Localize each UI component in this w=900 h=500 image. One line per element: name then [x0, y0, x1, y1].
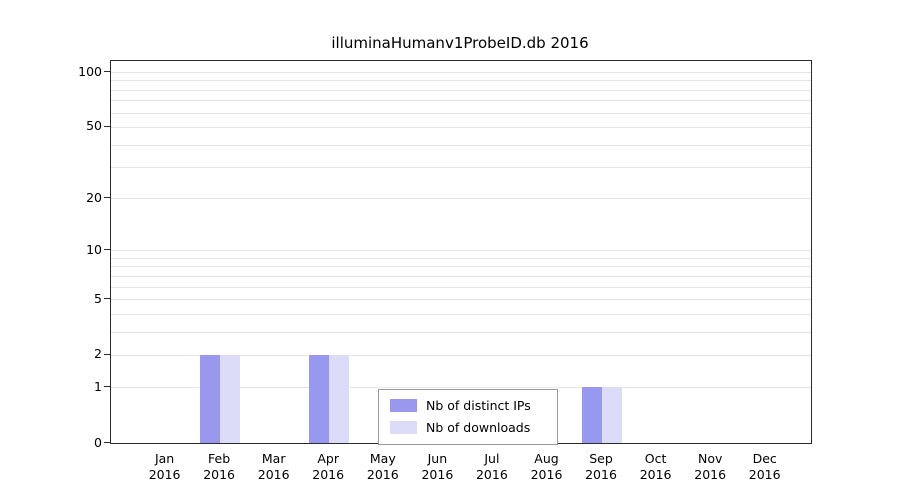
- bar-downloads-sep: [602, 387, 622, 443]
- bar-distinct-ips-apr: [309, 354, 330, 443]
- y-tick-label-5: 5: [94, 290, 102, 306]
- x-tick-label-nov: Nov 2016: [694, 451, 727, 482]
- y-tick-label-10: 10: [86, 241, 102, 257]
- legend-swatch-distinct-ips: [390, 399, 417, 412]
- x-tick-label-sep: Sep 2016: [585, 451, 617, 482]
- y-tick-label-20: 20: [86, 189, 102, 205]
- gridline: [111, 354, 811, 356]
- x-tick-label-jan: Jan 2016: [148, 451, 181, 482]
- gridline: [111, 72, 811, 73]
- x-tick-label-may: May 2016: [366, 451, 399, 482]
- gridline: [111, 112, 811, 114]
- gridline: [111, 313, 811, 315]
- y-tick-mark-50: [104, 125, 110, 127]
- x-tick-label-oct: Oct 2016: [639, 451, 672, 482]
- gridline: [111, 250, 811, 252]
- y-tick-mark-0: [104, 442, 110, 443]
- gridline: [111, 89, 811, 91]
- y-tick-mark-100: [104, 71, 110, 72]
- x-tick-label-mar: Mar 2016: [257, 451, 290, 482]
- x-tick-label-jul: Jul 2016: [475, 451, 508, 482]
- legend-item-distinct-ips: Nb of distinct IPs: [390, 398, 546, 413]
- gridline: [111, 331, 811, 333]
- bar-downloads-feb: [220, 354, 241, 443]
- gridline: [111, 126, 811, 128]
- legend-swatch-downloads: [390, 421, 417, 434]
- plot-area: Nb of distinct IPs Nb of downloads: [110, 60, 812, 445]
- x-tick-label-aug: Aug 2016: [530, 451, 563, 482]
- y-tick-mark-1: [104, 386, 110, 388]
- gridline: [111, 166, 811, 168]
- x-tick-label-apr: Apr 2016: [312, 451, 345, 482]
- gridline: [111, 266, 811, 268]
- y-tick-mark-20: [104, 197, 110, 199]
- legend: Nb of distinct IPs Nb of downloads: [378, 389, 558, 445]
- chart-title: illuminaHumanv1ProbeID.db 2016: [331, 34, 589, 52]
- gridline: [111, 286, 811, 288]
- x-tick-label-jun: Jun 2016: [421, 451, 454, 482]
- gridline: [111, 275, 811, 277]
- x-tick-label-feb: Feb 2016: [203, 451, 235, 482]
- gridline: [111, 100, 811, 102]
- gridline: [111, 144, 811, 146]
- legend-item-downloads: Nb of downloads: [390, 420, 546, 435]
- y-tick-mark-2: [104, 353, 110, 355]
- gridline: [111, 80, 811, 82]
- legend-label-downloads: Nb of downloads: [426, 420, 531, 435]
- gridline: [111, 257, 811, 259]
- gridline: [111, 198, 811, 200]
- y-tick-label-1: 1: [94, 378, 102, 394]
- y-tick-mark-5: [104, 298, 110, 299]
- bar-distinct-ips-sep: [582, 387, 602, 443]
- y-tick-label-50: 50: [86, 118, 102, 134]
- bar-distinct-ips-feb: [200, 354, 221, 443]
- y-tick-label-0: 0: [94, 434, 102, 450]
- gridline: [111, 299, 811, 300]
- y-tick-mark-10: [104, 249, 110, 251]
- y-tick-label-100: 100: [78, 63, 102, 79]
- bar-downloads-apr: [329, 354, 350, 443]
- gridline: [111, 387, 811, 389]
- y-tick-label-2: 2: [94, 346, 102, 362]
- legend-label-distinct-ips: Nb of distinct IPs: [426, 398, 531, 413]
- x-tick-label-dec: Dec 2016: [748, 451, 781, 482]
